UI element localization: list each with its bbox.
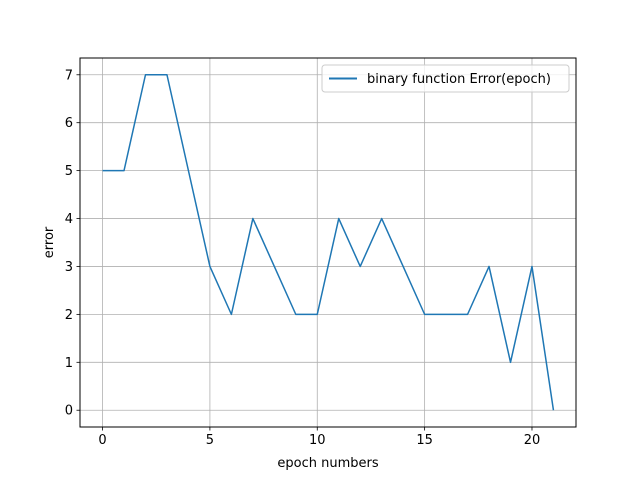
series-layer <box>102 74 555 411</box>
legend: binary function Error(epoch) <box>321 64 570 93</box>
plot-frame <box>79 57 577 428</box>
legend-box <box>321 64 570 93</box>
x-tick-label: 10 <box>309 433 326 448</box>
y-tick-label: 7 <box>65 68 73 83</box>
y-tick-label: 3 <box>65 260 73 275</box>
grid-lines <box>80 58 576 427</box>
y-tick-label: 2 <box>65 308 73 323</box>
y-tick-label: 1 <box>65 356 73 371</box>
x-tick-label: 15 <box>416 433 433 448</box>
y-axis-label: error <box>42 226 57 258</box>
x-axis-label: epoch numbers <box>277 456 378 471</box>
x-tick-label: 0 <box>98 433 106 448</box>
y-tick-label: 5 <box>65 164 73 179</box>
series-line-0 <box>102 74 555 411</box>
y-tick-label: 6 <box>65 116 73 131</box>
y-tick-label: 4 <box>65 212 73 227</box>
y-tick-label: 0 <box>65 404 73 419</box>
legend-series-label: binary function Error(epoch) <box>367 72 551 87</box>
x-tick-label: 5 <box>206 433 214 448</box>
x-tick-label: 20 <box>524 433 541 448</box>
axis-ticks: 0 5 10 15 20 0 1 2 3 4 5 6 7 <box>65 68 541 448</box>
